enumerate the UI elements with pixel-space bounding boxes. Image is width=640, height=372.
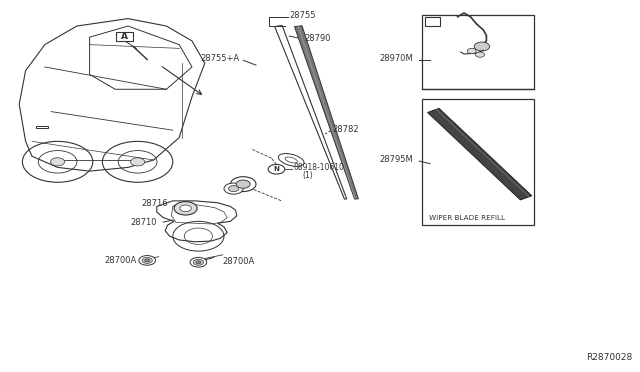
Circle shape <box>224 183 243 194</box>
Text: R2870028: R2870028 <box>586 353 632 362</box>
Text: 28755+A: 28755+A <box>201 54 240 63</box>
Text: 28755: 28755 <box>289 12 316 20</box>
Text: N: N <box>273 166 280 172</box>
Circle shape <box>196 261 201 264</box>
Circle shape <box>131 158 145 166</box>
Text: 28790: 28790 <box>305 34 331 43</box>
Circle shape <box>51 158 65 166</box>
Circle shape <box>142 257 152 263</box>
Text: (1): (1) <box>302 171 313 180</box>
Text: 28700A: 28700A <box>223 257 255 266</box>
Circle shape <box>230 177 256 192</box>
Circle shape <box>268 164 285 174</box>
Circle shape <box>476 52 484 57</box>
Text: A: A <box>122 32 128 41</box>
Polygon shape <box>428 108 532 200</box>
Text: 28710: 28710 <box>131 218 157 227</box>
Polygon shape <box>294 26 358 199</box>
Circle shape <box>193 259 204 265</box>
Text: 28970M: 28970M <box>379 54 413 63</box>
Text: 28700A: 28700A <box>104 256 136 265</box>
Bar <box>422 99 534 225</box>
Circle shape <box>228 186 239 192</box>
FancyBboxPatch shape <box>116 32 133 41</box>
Circle shape <box>190 257 207 267</box>
Text: 28716: 28716 <box>141 199 168 208</box>
Circle shape <box>174 202 197 215</box>
Bar <box>422 15 534 89</box>
Circle shape <box>236 180 250 188</box>
Circle shape <box>180 205 191 212</box>
Text: 28795M: 28795M <box>379 155 413 164</box>
Text: A: A <box>429 17 436 26</box>
Circle shape <box>474 42 490 51</box>
Circle shape <box>145 259 150 262</box>
Text: WIPER BLADE REFILL: WIPER BLADE REFILL <box>429 215 505 221</box>
Text: 28782: 28782 <box>333 125 360 134</box>
Circle shape <box>467 48 476 54</box>
Circle shape <box>139 256 156 265</box>
FancyBboxPatch shape <box>425 17 440 26</box>
Text: 08918-10610: 08918-10610 <box>294 163 344 172</box>
